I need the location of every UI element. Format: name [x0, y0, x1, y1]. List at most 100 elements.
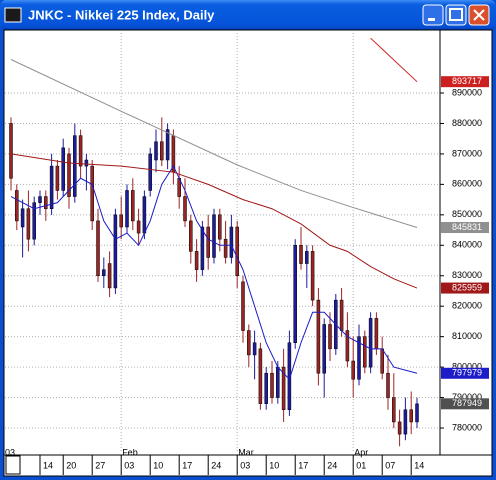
- candle-body: [322, 324, 326, 374]
- y-tick-label: 840000: [452, 240, 482, 250]
- candle-body: [247, 330, 251, 356]
- y-tick-label: 880000: [452, 118, 482, 128]
- candle-body: [20, 208, 25, 228]
- candle-body: [363, 336, 367, 368]
- last-value-box: [441, 367, 489, 379]
- x-tick-label: 03: [124, 460, 134, 470]
- candle-body: [49, 165, 54, 209]
- app-icon: [4, 7, 22, 23]
- candle-body: [339, 299, 344, 331]
- x-tick-label: 10: [269, 460, 279, 470]
- candle-body: [380, 348, 384, 374]
- candle-body: [67, 153, 71, 197]
- y-tick-label: 850000: [452, 209, 482, 219]
- candle-body: [194, 251, 199, 270]
- y-tick-label: 800000: [452, 361, 482, 371]
- candle-body: [374, 318, 379, 350]
- last-value-box: [441, 222, 489, 234]
- moving-average: [370, 37, 418, 83]
- candle-body: [258, 348, 263, 404]
- month-label: Mar: [238, 447, 254, 457]
- candle-body: [9, 123, 13, 179]
- candle-body: [299, 245, 303, 264]
- last-value-label: 845831: [452, 222, 482, 232]
- candle-body: [212, 214, 216, 258]
- candle-body: [270, 372, 274, 398]
- plot: [5, 33, 440, 453]
- candle-body: [281, 366, 286, 411]
- candle-body: [206, 226, 210, 258]
- candle-body: [136, 220, 141, 234]
- y-tick-label: 820000: [452, 301, 482, 311]
- candle-body: [252, 342, 257, 356]
- candle-body: [113, 214, 118, 289]
- candle-body: [345, 330, 350, 362]
- candle-body: [316, 299, 321, 374]
- moving-average: [10, 153, 418, 289]
- candle-body: [351, 360, 355, 380]
- candle-body: [392, 397, 396, 423]
- close-button[interactable]: [468, 4, 490, 26]
- x-tick-label: 14: [414, 460, 424, 470]
- candle-body: [78, 135, 83, 167]
- title-bar: [0, 0, 496, 30]
- y-tick-label: 790000: [452, 392, 482, 402]
- x-tick-label: 27: [95, 460, 105, 470]
- candle-body: [15, 190, 19, 222]
- candle-body: [102, 269, 106, 276]
- y-tick-label: 810000: [452, 331, 482, 341]
- month-label: Feb: [122, 447, 138, 457]
- candle-body: [241, 281, 245, 331]
- x-tick-label: 14: [43, 460, 53, 470]
- candle-body: [218, 214, 222, 240]
- year-label: 03: [5, 447, 15, 457]
- chart-area: [3, 29, 493, 477]
- candle-body: [415, 403, 419, 423]
- candle-body: [38, 196, 42, 203]
- y-tick-label: 890000: [452, 87, 482, 97]
- candle-body: [183, 196, 187, 222]
- x-tick-label: 17: [298, 460, 308, 470]
- y-tick-label: 830000: [452, 270, 482, 280]
- candle-body: [154, 141, 158, 161]
- candle-body: [229, 226, 234, 258]
- candle-body: [165, 129, 170, 161]
- x-tick-label: 24: [211, 460, 221, 470]
- last-value-label: 825959: [452, 282, 482, 292]
- y-tick-label: 870000: [452, 148, 482, 158]
- x-tick-label: 17: [182, 460, 192, 470]
- candle-body: [223, 238, 228, 258]
- candle-body: [287, 342, 292, 411]
- moving-average: [10, 165, 418, 381]
- candle-body: [32, 202, 36, 240]
- candle-body: [84, 159, 89, 167]
- last-value-box: [441, 76, 489, 88]
- last-value-label: 893717: [452, 76, 482, 86]
- candle-body: [386, 372, 390, 398]
- last-value-label: 797979: [452, 368, 482, 378]
- last-value-box: [441, 282, 489, 294]
- last-close-label: 787949: [452, 398, 482, 408]
- candle-body: [107, 263, 112, 289]
- candle-body: [189, 220, 193, 252]
- maximize-button[interactable]: [445, 4, 467, 26]
- scroll-box[interactable]: [5, 455, 21, 475]
- candle-body: [293, 245, 297, 343]
- candle-body: [328, 324, 332, 350]
- candle-body: [357, 336, 361, 380]
- candle-body: [264, 372, 268, 404]
- y-tick-label: 860000: [452, 179, 482, 189]
- x-tick-label: 20: [66, 460, 76, 470]
- candle-body: [200, 226, 205, 270]
- month-label: Apr: [354, 447, 368, 457]
- candle-body: [55, 165, 60, 191]
- candle-body: [305, 251, 309, 264]
- candle-body: [409, 409, 413, 423]
- candle-body: [148, 153, 152, 191]
- candle-body: [119, 214, 123, 228]
- x-tick-label: 07: [385, 460, 395, 470]
- minimize-button[interactable]: [422, 4, 444, 26]
- last-close-box: [441, 398, 489, 410]
- candle-body: [276, 366, 280, 398]
